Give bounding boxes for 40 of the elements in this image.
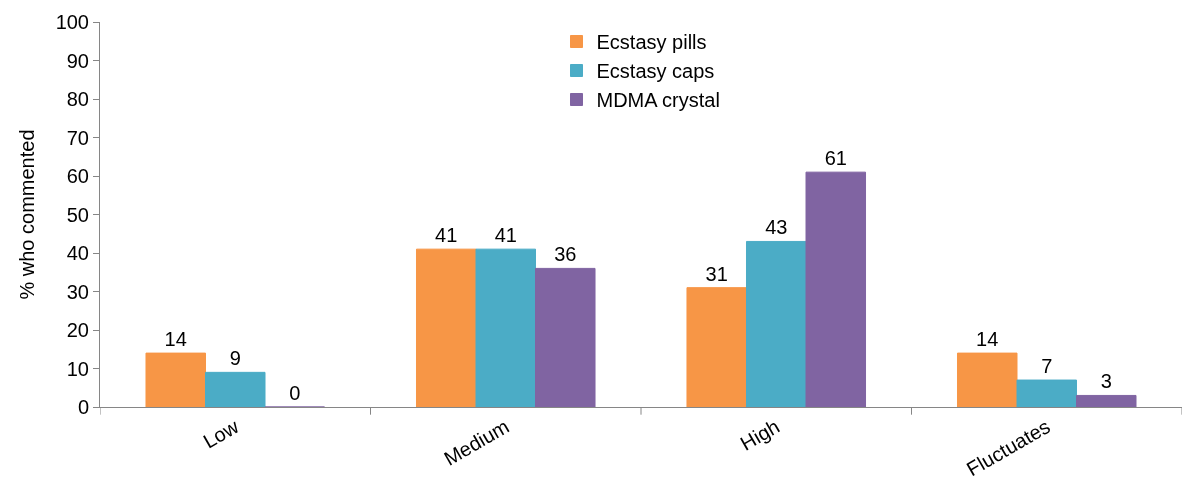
data-label: 41 bbox=[494, 224, 517, 247]
bar bbox=[205, 371, 266, 407]
x-tick-label: Low bbox=[199, 414, 243, 453]
y-tick-label: 100 bbox=[55, 11, 89, 33]
y-tick-label: 60 bbox=[66, 165, 89, 187]
data-label: 14 bbox=[976, 328, 999, 351]
bar bbox=[686, 287, 747, 407]
y-tick-label: 90 bbox=[66, 49, 89, 72]
y-tick-label: 70 bbox=[66, 126, 89, 149]
data-label: 61 bbox=[824, 147, 847, 170]
y-tick-label: 0 bbox=[77, 396, 89, 418]
bar bbox=[475, 248, 537, 407]
data-label: 14 bbox=[164, 328, 187, 351]
legend-label: MDMA crystal bbox=[596, 89, 720, 112]
bar bbox=[745, 240, 807, 407]
x-tick-label: High bbox=[736, 415, 784, 455]
y-axis-title: % who commented bbox=[16, 129, 39, 300]
bar bbox=[805, 171, 867, 407]
bar bbox=[956, 352, 1018, 407]
bar bbox=[1016, 379, 1078, 407]
data-label: 7 bbox=[1041, 355, 1053, 378]
y-tick-label: 80 bbox=[66, 88, 89, 110]
data-label: 36 bbox=[554, 243, 577, 266]
data-label: 41 bbox=[435, 224, 458, 247]
data-label: 0 bbox=[289, 382, 301, 404]
bar bbox=[535, 267, 596, 407]
y-tick-label: 40 bbox=[66, 242, 89, 264]
legend-label: Ecstasy caps bbox=[596, 60, 715, 83]
bar bbox=[1076, 394, 1137, 407]
data-label: 3 bbox=[1100, 370, 1112, 393]
bar bbox=[415, 248, 477, 407]
data-label: 43 bbox=[765, 216, 788, 239]
y-tick-label: 10 bbox=[66, 357, 89, 380]
y-tick-label: 50 bbox=[66, 203, 89, 226]
data-label: 31 bbox=[705, 262, 728, 285]
y-tick-label: 20 bbox=[66, 319, 89, 341]
legend-label: Ecstasy pills bbox=[596, 31, 707, 54]
data-label: 9 bbox=[229, 347, 241, 370]
bar bbox=[145, 352, 206, 407]
y-tick-label: 30 bbox=[66, 280, 89, 303]
